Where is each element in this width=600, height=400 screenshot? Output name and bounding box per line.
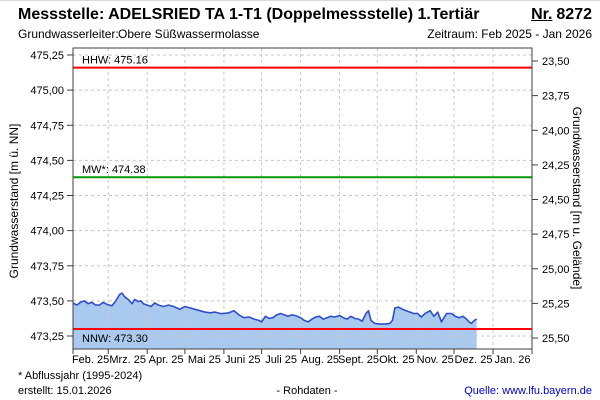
y-left-tick-label: 475,25 — [30, 50, 64, 62]
gridlines — [73, 48, 532, 349]
y-left-tick-label: 474,75 — [30, 120, 64, 132]
x-tick-label: Mai 25 — [188, 354, 221, 366]
series-line — [72, 292, 478, 325]
x-tick-label: Feb. 25 — [72, 354, 109, 366]
x-tick-label: Nov. 25 — [417, 354, 454, 366]
aquifer-label: Grundwasserleiter: — [18, 27, 119, 41]
station-number: Nr. 8272 — [531, 6, 592, 24]
created-label: erstellt: 15.01.2026 — [18, 385, 112, 397]
y-right-tick-label: 23,75 — [542, 91, 570, 103]
reference-label-hhw: HHW: 475.16 — [82, 55, 148, 67]
x-tick-label: Juni 25 — [225, 354, 260, 366]
y-right-tick-label: 24,00 — [542, 125, 570, 137]
y-left-tick-label: 473,75 — [30, 261, 64, 273]
y-right-tick-label: 25,50 — [542, 333, 570, 345]
x-tick-label: Jan. 26 — [494, 354, 530, 366]
y-right-tick-label: 25,00 — [542, 264, 570, 276]
y-right-tick-label: 24,50 — [542, 195, 570, 207]
y-left-tick-label: 474,50 — [30, 155, 64, 167]
y-left-tick-label: 473,50 — [30, 296, 64, 308]
y-right-tick-label: 24,75 — [542, 229, 570, 241]
reference-label-nnw: NNW: 473.30 — [82, 333, 148, 345]
x-tick-label: Aug. 25 — [301, 354, 339, 366]
y-left-tick-label: 475,00 — [30, 85, 64, 97]
reference-label-mw: MW*: 474.38 — [82, 164, 146, 176]
source-link[interactable]: Quelle: www.lfu.bayern.de — [464, 385, 592, 397]
y-left-tick-label: 473,25 — [30, 331, 64, 343]
x-tick-label: Okt. 25 — [379, 354, 414, 366]
x-tick-label: Dez. 25 — [455, 354, 493, 366]
x-tick-label: Apr. 25 — [149, 354, 184, 366]
y-right-tick-label: 25,25 — [542, 298, 570, 310]
plot-frame — [72, 47, 533, 350]
x-tick-label: Mrz. 25 — [109, 354, 146, 366]
x-axis: Feb. 25 Mrz. 25 Apr. 25 Mai 25 Juni 25 Juli 2… — [72, 349, 533, 366]
y-right-tick-label: 23,50 — [542, 56, 570, 68]
y-right-tick-label: 24,25 — [542, 160, 570, 172]
station-number-prefix: Nr. — [531, 6, 553, 23]
y-axis-left: 475,25 475,00 474,75 474,50 474,25 474,00 473,… — [30, 50, 73, 343]
footnote: * Abflussjahr (1995-2024) — [18, 370, 143, 382]
aquifer-value: Obere Süßwassermolasse — [118, 27, 260, 41]
station-number-value: 8272 — [556, 6, 592, 23]
y-left-tick-label: 474,00 — [30, 226, 64, 238]
period-label: Zeitraum: Feb 2025 - Jan 2026 — [427, 27, 592, 41]
dataset-note: - Rohdaten - — [276, 385, 338, 397]
page-title: Messstelle: ADELSRIED TA 1-T1 (Doppelmes… — [18, 6, 480, 23]
x-tick-label: Juli 25 — [265, 354, 297, 366]
y-axis-right: 23,50 23,75 24,00 24,25 24,50 24,75 25,00 25,25… — [532, 56, 570, 345]
y-left-tick-label: 474,25 — [30, 191, 64, 203]
x-tick-label: Sept. 25 — [338, 354, 379, 366]
